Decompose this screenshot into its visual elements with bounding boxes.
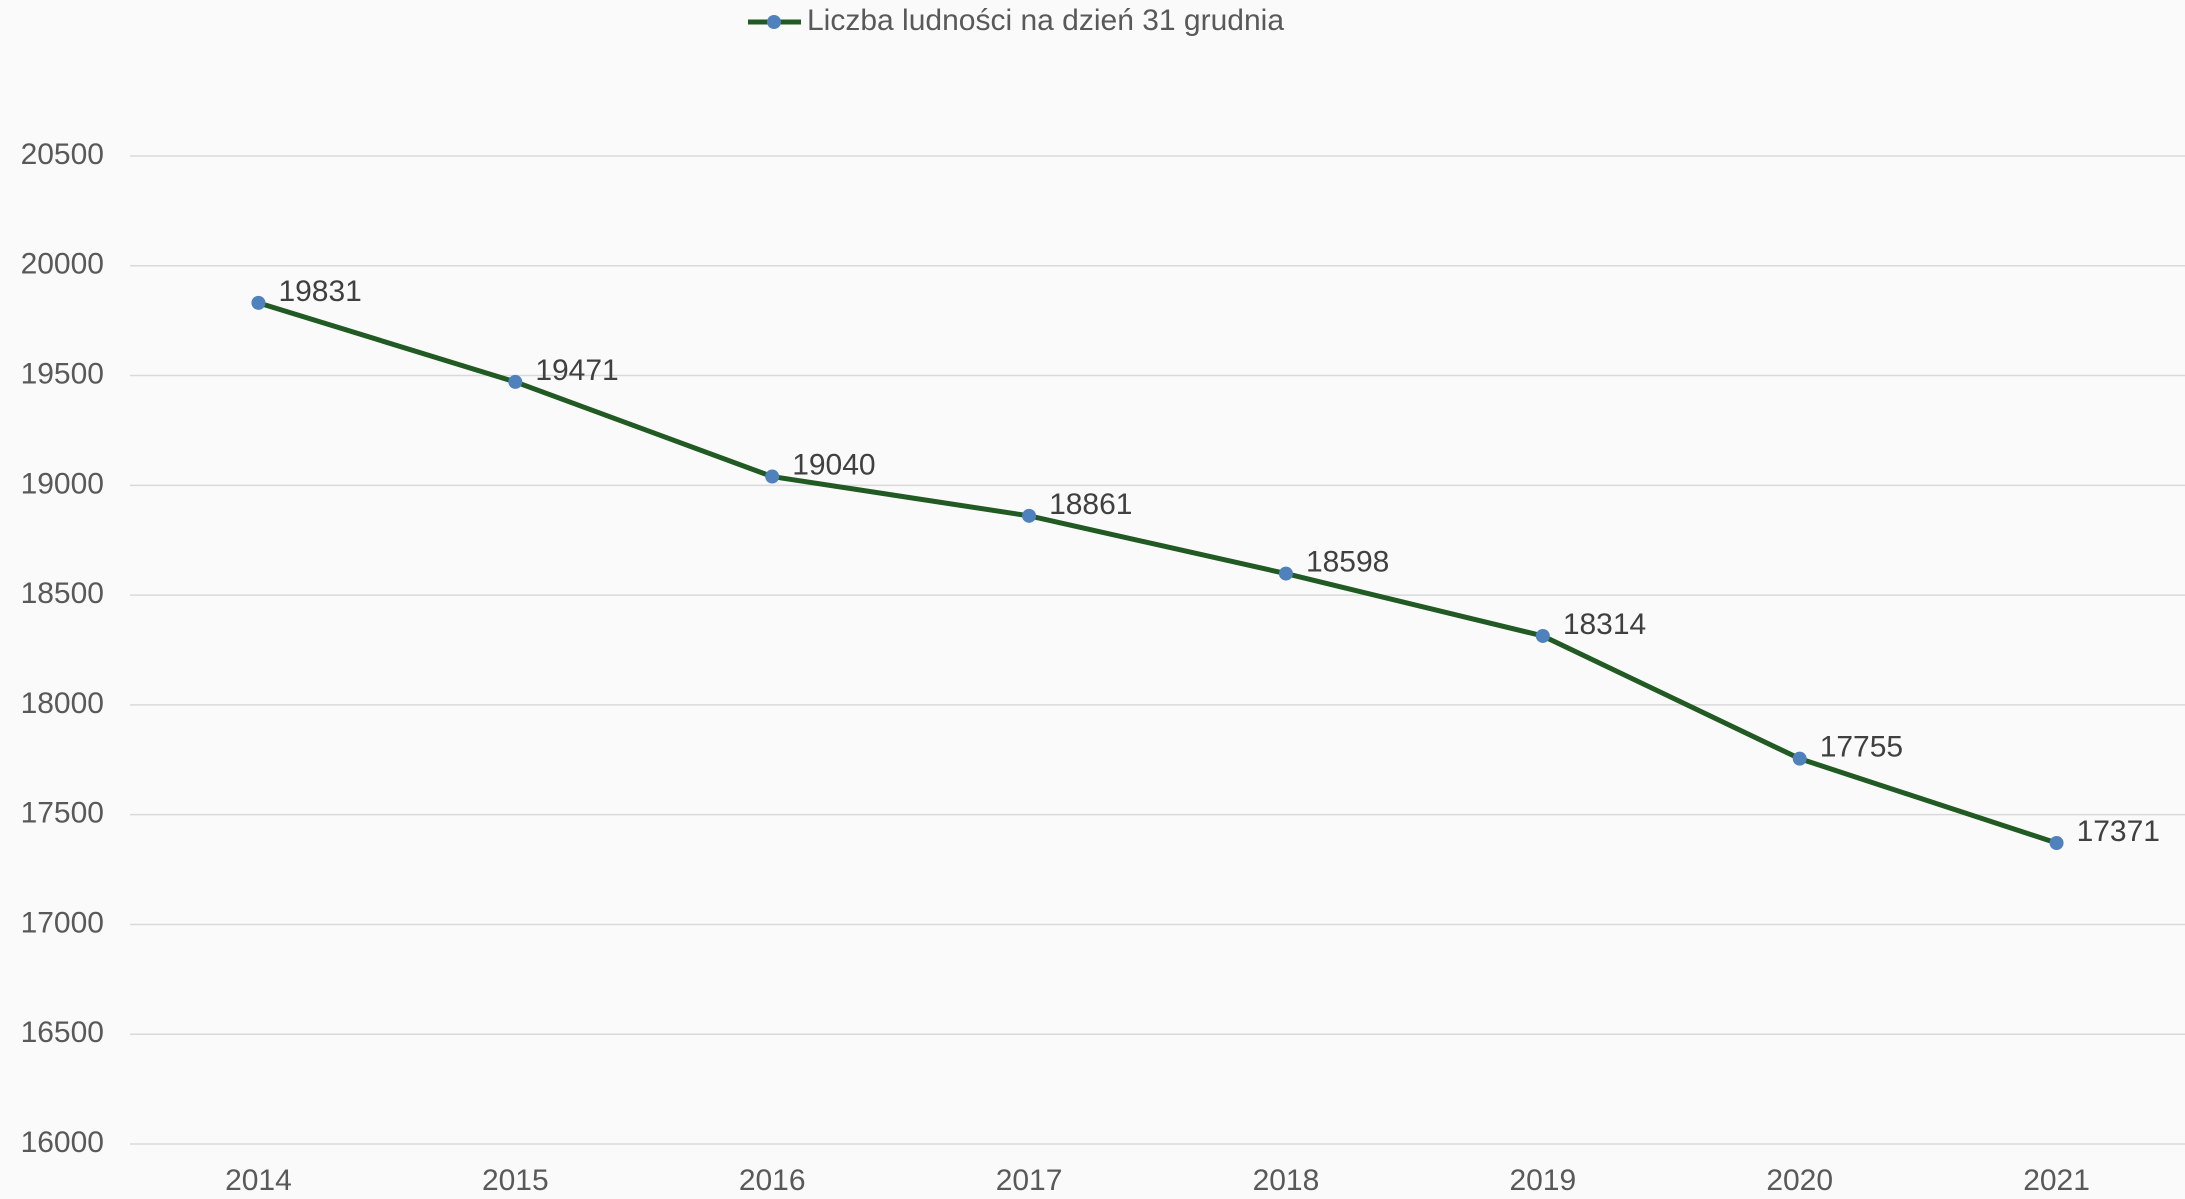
x-tick-label: 2017	[996, 1164, 1063, 1197]
data-point	[765, 469, 780, 484]
x-tick-label: 2014	[225, 1164, 292, 1197]
data-point	[1278, 566, 1293, 581]
y-tick-label: 16500	[21, 1016, 104, 1049]
data-point	[1792, 751, 1807, 766]
data-label: 19831	[278, 275, 361, 308]
data-label: 18314	[1563, 608, 1646, 641]
x-tick-label: 2020	[1766, 1164, 1833, 1197]
x-tick-label: 2016	[739, 1164, 806, 1197]
data-label: 19471	[535, 354, 618, 387]
data-label: 18598	[1306, 546, 1389, 579]
data-label: 17371	[2077, 815, 2160, 848]
data-point	[251, 295, 266, 310]
y-tick-label: 17000	[21, 906, 104, 939]
y-tick-label: 19000	[21, 467, 104, 500]
legend-label: Liczba ludności na dzień 31 grudnia	[807, 4, 1284, 37]
x-tick-label: 2021	[2023, 1164, 2090, 1197]
data-point	[1535, 628, 1550, 643]
data-point	[2049, 835, 2064, 850]
y-tick-label: 17500	[21, 797, 104, 830]
x-tick-label: 2019	[1509, 1164, 1576, 1197]
data-point	[508, 374, 523, 389]
x-tick-label: 2015	[482, 1164, 549, 1197]
data-label: 17755	[1820, 731, 1903, 764]
data-label: 19040	[792, 448, 875, 481]
y-tick-label: 20500	[21, 138, 104, 171]
data-label: 18861	[1049, 488, 1132, 521]
y-tick-label: 18000	[21, 687, 104, 720]
data-point	[1022, 508, 1037, 523]
legend-marker	[767, 15, 781, 29]
series-line	[257, 300, 2058, 846]
y-tick-label: 19500	[21, 357, 104, 390]
y-tick-label: 16000	[21, 1126, 104, 1159]
y-tick-label: 18500	[21, 577, 104, 610]
x-tick-label: 2018	[1253, 1164, 1320, 1197]
y-tick-label: 20000	[21, 248, 104, 281]
